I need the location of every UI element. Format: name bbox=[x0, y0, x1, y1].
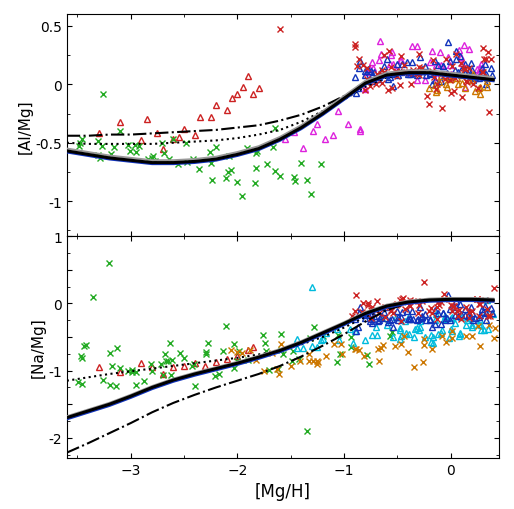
Y-axis label: [Na/Mg]: [Na/Mg] bbox=[30, 317, 45, 378]
Y-axis label: [Al/Mg]: [Al/Mg] bbox=[17, 99, 32, 153]
X-axis label: [Mg/H]: [Mg/H] bbox=[255, 483, 310, 500]
